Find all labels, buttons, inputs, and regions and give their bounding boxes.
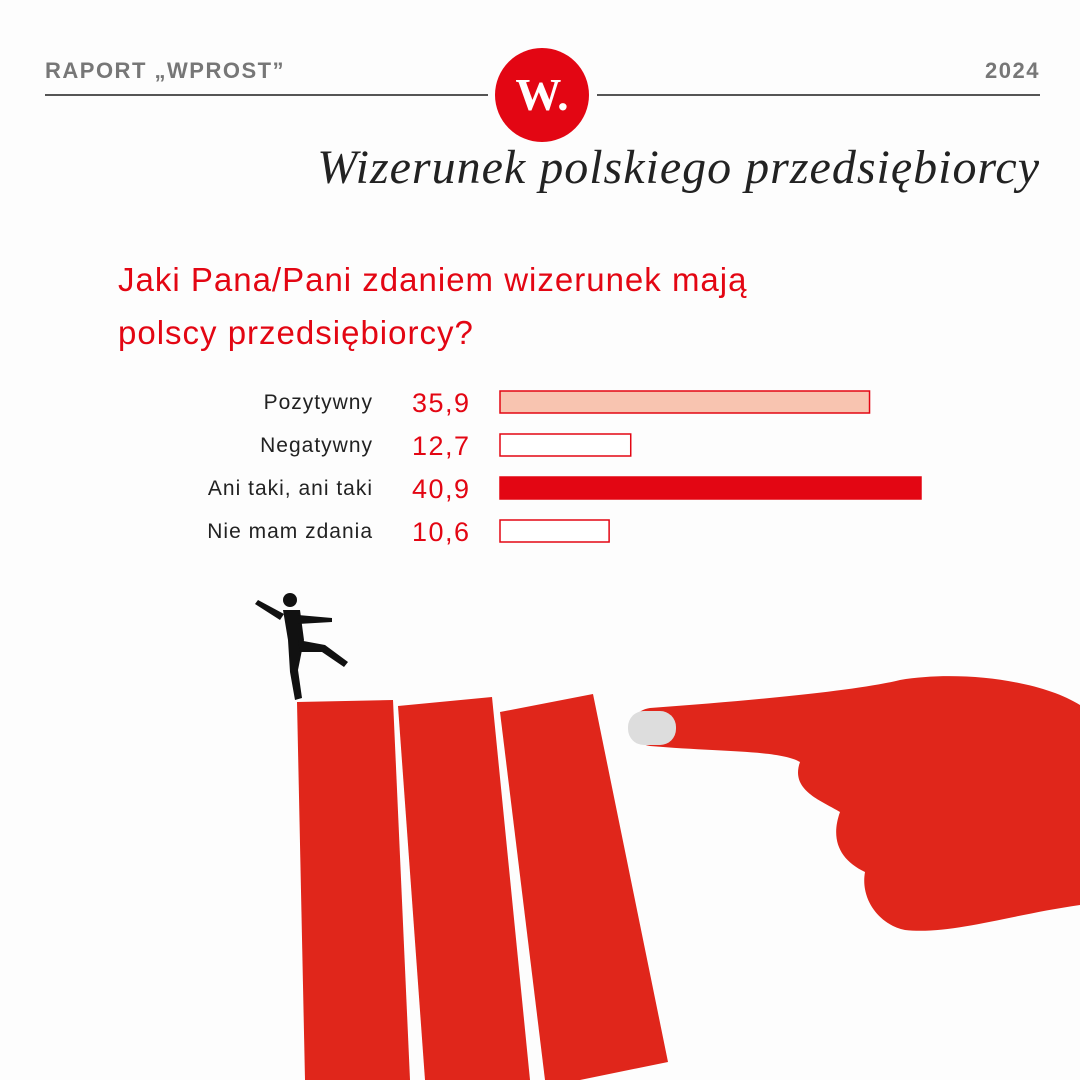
value-label: 12,7 (412, 431, 471, 461)
report-label: RAPORT „WPROST” (45, 58, 286, 83)
category-label: Ani taki, ani taki (208, 477, 373, 500)
illustration (255, 593, 1080, 1080)
subtitle: Wizerunek polskiego przedsiębiorcy (317, 141, 1040, 194)
year: 2024 (985, 58, 1040, 83)
bar (499, 433, 632, 457)
bar (499, 476, 922, 500)
rule (45, 94, 488, 96)
value-label: 35,9 (412, 388, 471, 418)
chart-title: Jaki Pana/Pani zdaniem wizerunek mają po… (118, 261, 748, 351)
domino (500, 694, 668, 1080)
category-label: Negatywny (260, 434, 373, 457)
value-label: 10,6 (412, 517, 471, 547)
logo: W. (495, 48, 589, 142)
fingernail (628, 711, 676, 745)
value-label: 40,9 (412, 474, 471, 504)
category-label: Nie mam zdania (207, 520, 373, 543)
rule (597, 94, 1040, 96)
hand (631, 676, 1080, 931)
bar (499, 519, 610, 543)
figure (255, 593, 348, 700)
domino (398, 697, 530, 1080)
bar (499, 390, 871, 414)
category-label: Pozytywny (264, 391, 373, 414)
domino (297, 700, 410, 1080)
